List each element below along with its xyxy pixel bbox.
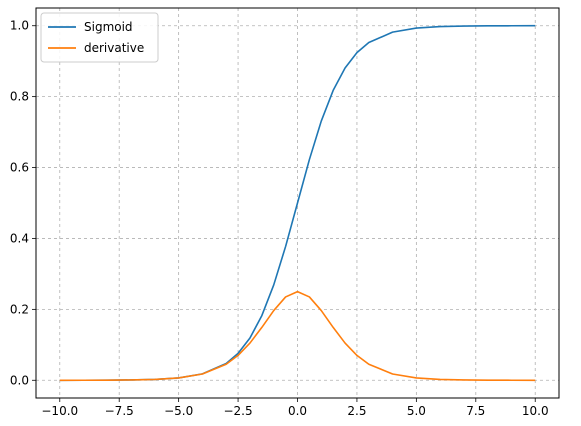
x-tick-label: −2.5 (223, 404, 252, 418)
legend-label: Sigmoid (84, 20, 133, 34)
x-axis: −10.0 −7.5 −5.0 −2.5 0.0 2.5 5.0 7.5 10.0 (41, 398, 549, 418)
y-tick-label: 0.6 (10, 161, 29, 175)
x-tick-label: −5.0 (164, 404, 193, 418)
y-tick-label: 0.2 (10, 302, 29, 316)
x-tick-label: −10.0 (41, 404, 78, 418)
y-axis: 0.0 0.2 0.4 0.6 0.8 1.0 (10, 19, 36, 387)
legend: Sigmoid derivative (40, 12, 159, 63)
grid (36, 8, 559, 398)
x-tick-label: −7.5 (105, 404, 134, 418)
series-layer (59, 24, 536, 382)
series-line-derivative (59, 290, 536, 382)
x-tick-label: 5.0 (407, 404, 426, 418)
x-tick-label: 2.5 (347, 404, 366, 418)
y-tick-label: 1.0 (10, 19, 29, 33)
legend-label: derivative (84, 41, 144, 55)
y-tick-label: 0.0 (10, 373, 29, 387)
legend-box (40, 12, 159, 63)
x-tick-label: 0.0 (288, 404, 307, 418)
y-tick-label: 0.4 (10, 231, 29, 245)
x-tick-label: 10.0 (522, 404, 549, 418)
x-tick-label: 7.5 (466, 404, 485, 418)
y-tick-label: 0.8 (10, 90, 29, 104)
